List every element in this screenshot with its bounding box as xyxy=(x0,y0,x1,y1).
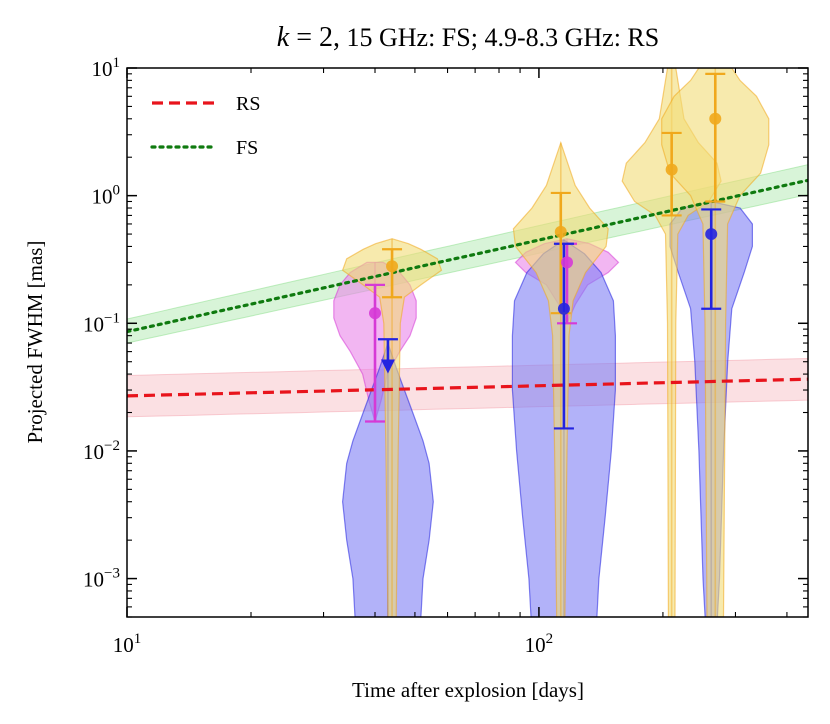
violin-gold-0 xyxy=(341,238,443,617)
marker-blue-1 xyxy=(557,302,570,315)
legend-label-rs: RS xyxy=(236,93,260,115)
title-eq: = 2, xyxy=(289,22,340,53)
title-k: k xyxy=(277,22,290,53)
y-tick-label: 101 xyxy=(92,55,121,81)
y-tick-label: 10−3 xyxy=(83,566,120,592)
tick-labels: 101 102 10−3 10−2 10−1 100 101 xyxy=(83,55,553,657)
model-lines xyxy=(127,178,808,398)
x-axis-label: Time after explosion [days] xyxy=(352,678,584,702)
marker-magenta-1 xyxy=(561,256,574,269)
marker-gold-0 xyxy=(386,260,399,273)
legend: RS FS xyxy=(150,93,260,159)
marker-upper-limit-blue-0 xyxy=(380,359,395,374)
y-tick-label: 100 xyxy=(92,183,121,209)
marker-blue-2 xyxy=(705,228,718,241)
title-rest: 15 GHz: FS; 4.9-8.3 GHz: RS xyxy=(340,23,659,52)
y-axis-label: Projected FWHM [mas] xyxy=(23,241,47,444)
model-line-rs xyxy=(127,377,808,398)
chart-title: k = 2, 15 GHz: FS; 4.9-8.3 GHz: RS xyxy=(277,22,659,53)
violins xyxy=(333,68,770,617)
axis-ticks xyxy=(126,67,808,618)
x-tick-label: 102 xyxy=(525,631,554,657)
marker-gold-3 xyxy=(709,112,722,125)
y-tick-label: 10−2 xyxy=(83,438,120,464)
x-tick-label: 101 xyxy=(113,631,142,657)
violin-gold-1 xyxy=(512,140,609,617)
svg-text:k = 2, 15 GHz: FS; 4.9-8.3 GH: k = 2, 15 GHz: FS; 4.9-8.3 GHz: RS xyxy=(277,22,659,53)
y-tick-label: 10−1 xyxy=(83,310,120,336)
marker-magenta-0 xyxy=(369,307,382,320)
legend-label-fs: FS xyxy=(236,137,258,159)
marker-gold-2 xyxy=(665,163,678,176)
plot-frame xyxy=(126,67,809,618)
marker-gold-1 xyxy=(554,225,567,238)
data-markers xyxy=(369,112,722,374)
model-line-fs xyxy=(127,178,808,334)
violin-gold-3 xyxy=(661,68,770,617)
